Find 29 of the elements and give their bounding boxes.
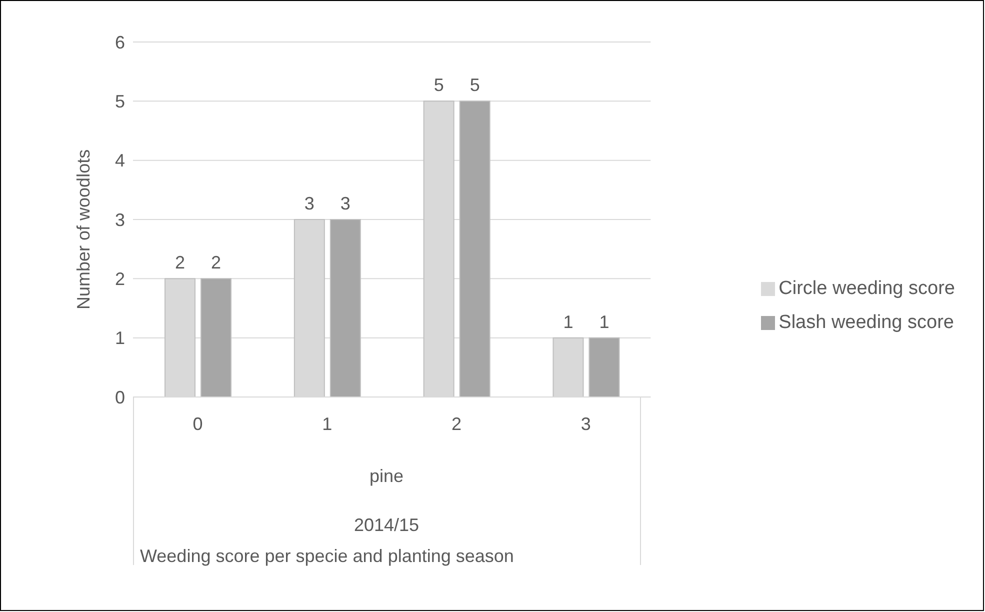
x-tick-label: 1 — [322, 414, 332, 434]
text: 2014/15 — [352, 514, 420, 536]
data-label: 1 — [599, 312, 610, 332]
data-label: 3 — [340, 194, 350, 214]
bar — [200, 278, 232, 397]
bar — [588, 337, 620, 397]
y-tick-label: 3 — [114, 210, 125, 230]
data-label: 2 — [174, 252, 186, 273]
data-label: 5 — [434, 75, 444, 96]
y-tick-label: 5 — [114, 92, 125, 112]
x-tick-label: 3 — [580, 414, 591, 434]
text: pine — [368, 465, 405, 487]
y-tick-label: 2 — [114, 269, 125, 290]
data-label: 2 — [210, 252, 222, 273]
data-label: 5 — [470, 75, 480, 96]
legend-label: Circle weeding score — [778, 278, 955, 299]
legend-label: Slash weeding score — [778, 312, 954, 333]
y-tick-label: 6 — [114, 32, 125, 52]
y-axis-title: Number of woodlots — [73, 149, 94, 310]
y-tick-label: 1 — [114, 328, 125, 348]
x-tick-label: 2 — [452, 414, 462, 434]
text: Weeding score per specie and planting season — [140, 545, 514, 567]
bar — [459, 100, 490, 397]
x-tick-label: 0 — [192, 414, 203, 434]
y-tick-label: 0 — [114, 387, 125, 408]
data-label: 1 — [563, 312, 574, 332]
bar — [330, 219, 361, 397]
data-label: 3 — [304, 194, 314, 214]
y-tick-label: 4 — [114, 150, 125, 171]
